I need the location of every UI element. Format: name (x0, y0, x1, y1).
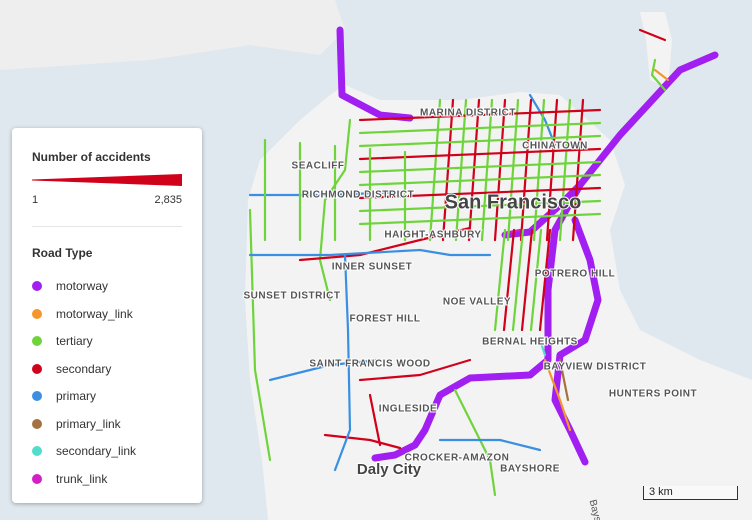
road (428, 98, 442, 242)
legend-swatch (32, 308, 42, 319)
road (558, 358, 570, 402)
place-label: CHINATOWN (522, 141, 588, 152)
road (358, 121, 602, 135)
legend-item: secondary (32, 361, 111, 377)
road (538, 228, 552, 332)
road (248, 190, 402, 197)
road (358, 186, 602, 200)
road (480, 98, 494, 242)
legend-min: 1 (32, 194, 39, 206)
road (368, 393, 382, 447)
road (638, 28, 667, 42)
legend-swatch (32, 418, 42, 429)
place-label: CROCKER-AMAZON (405, 453, 510, 464)
road (371, 181, 584, 462)
legend-swatch (32, 446, 42, 456)
legend-swatch (32, 336, 42, 346)
legend-label: trunk_link (56, 471, 108, 486)
city-label: Daly City (357, 461, 422, 478)
legend-label: tertiary (56, 334, 93, 348)
road (653, 68, 670, 82)
road (358, 212, 602, 226)
size-wedge (32, 174, 182, 186)
legend-swatch (32, 391, 42, 401)
legend-item: motorway (32, 278, 108, 294)
road (298, 226, 472, 262)
road (467, 98, 481, 242)
place-label: HUNTERS POINT (609, 389, 697, 400)
road (441, 98, 455, 242)
legend-label: primary (56, 389, 97, 403)
legend-title: Road Type (32, 246, 93, 260)
road (358, 358, 472, 382)
place-label: BERNAL HEIGHTS (482, 337, 578, 348)
legend-swatch (32, 473, 42, 484)
place-label: INNER SUNSET (332, 262, 412, 273)
place-label: RICHMOND DISTRICT (302, 190, 414, 201)
legend-item: primary (32, 388, 96, 404)
road (438, 438, 542, 452)
road (268, 358, 382, 382)
land (0, 0, 345, 70)
road (358, 147, 602, 161)
place-label: HAIGHT-ASHBURY (384, 230, 481, 241)
road (358, 108, 602, 122)
scale-bar: 3 km (643, 486, 738, 500)
road (511, 228, 525, 332)
place-label: MARINA DISTRICT (420, 108, 516, 119)
city-label: San Francisco (445, 191, 582, 213)
legend-label: secondary (56, 361, 112, 376)
legend-label: primary_link (56, 416, 121, 431)
place-label: INGLESIDE (379, 404, 437, 415)
legend-max: 2,835 (154, 194, 182, 206)
place-label: FOREST HILL (349, 314, 420, 325)
road (538, 338, 547, 357)
road (543, 358, 572, 432)
place-label: SUNSET DISTRICT (244, 291, 341, 302)
road (493, 98, 507, 242)
legend: Number of accidents 1 2,835 Road Type mo… (12, 128, 202, 503)
island (640, 12, 672, 88)
road (336, 26, 414, 122)
road (318, 118, 352, 302)
road (529, 228, 543, 332)
legend-item: trunk_link (32, 471, 107, 487)
legend-item: motorway_link (32, 306, 133, 322)
road (358, 199, 602, 213)
road (333, 253, 352, 472)
legend-item: secondary_link (32, 443, 136, 459)
legend-label: motorway (56, 279, 109, 293)
road (358, 160, 602, 174)
road (358, 134, 602, 148)
road (358, 173, 602, 187)
legend-label: secondary_link (56, 444, 137, 458)
place-label: POTRERO HILL (535, 269, 615, 280)
legend-item: primary_link (32, 416, 121, 432)
road (493, 228, 507, 332)
legend-title: Number of accidents (32, 150, 151, 164)
road (520, 228, 534, 332)
road (248, 248, 492, 257)
place-label: BAYSHORE (500, 464, 560, 475)
road (323, 433, 402, 450)
legend-swatch (32, 363, 42, 374)
road (650, 58, 667, 92)
size-legend (32, 174, 182, 186)
legend-item: tertiary (32, 333, 93, 349)
place-label: SEACLIFF (292, 161, 345, 172)
road (454, 98, 468, 242)
road (528, 93, 557, 147)
place-label: BAYVIEW DISTRICT (544, 362, 647, 373)
road (502, 228, 516, 332)
place-label: NOE VALLEY (443, 297, 511, 308)
road (453, 388, 497, 497)
legend-label: motorway_link (56, 306, 133, 321)
place-label: SAINT FRANCIS WOOD (309, 359, 430, 370)
road (248, 208, 272, 462)
legend-swatch (32, 281, 42, 291)
